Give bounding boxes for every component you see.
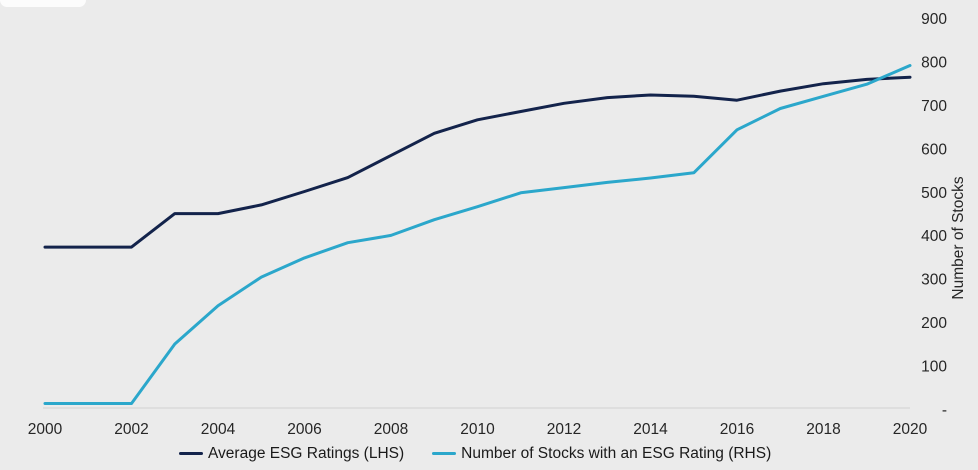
y-tick-label: 800 <box>921 54 947 71</box>
y-tick-label: - <box>942 402 947 419</box>
x-tick-label: 2004 <box>201 421 236 438</box>
y-tick-label: 700 <box>921 98 947 115</box>
x-tick-label: 2002 <box>114 421 148 438</box>
x-tick-label: 2014 <box>633 421 668 438</box>
legend-item-avg-esg-ratings: Average ESG Ratings (LHS) <box>179 446 404 462</box>
line-marker-icon <box>432 452 457 456</box>
x-tick-label: 2012 <box>547 421 581 438</box>
legend: Average ESG Ratings (LHS) Number of Stoc… <box>179 446 771 462</box>
y-tick-label: 600 <box>921 141 947 158</box>
series-lines <box>43 64 912 405</box>
x-tick-label: 2018 <box>806 421 840 438</box>
series-line-1 <box>43 64 912 405</box>
y-tick-label: 200 <box>921 315 947 332</box>
x-tick-label: 2008 <box>374 421 408 438</box>
y-axis-title: Number of Stocks <box>950 176 967 299</box>
series-line-0 <box>43 75 912 249</box>
y-tick-label: 300 <box>921 272 947 289</box>
y-tick-label: 400 <box>921 228 947 245</box>
legend-label: Number of Stocks with an ESG Rating (RHS… <box>461 445 772 462</box>
line-marker-icon <box>179 452 203 456</box>
y-tick-label: 500 <box>921 185 947 202</box>
y-tick-label: 900 <box>921 11 947 28</box>
y-axis-ticks: 900 800 700 600 500 400 300 200 100 - <box>921 11 947 419</box>
y-tick-label: 100 <box>921 359 947 376</box>
x-tick-label: 2020 <box>893 421 928 438</box>
x-tick-label: 2000 <box>28 421 63 438</box>
x-axis-ticks: 2000 2002 2004 2006 2008 2010 2012 2014 2016 2018… <box>28 421 928 438</box>
legend-item-number-of-stocks: Number of Stocks with an ESG Rating (RHS… <box>432 446 771 462</box>
corner-highlight <box>0 0 86 7</box>
x-tick-label: 2016 <box>720 421 754 438</box>
legend-label: Average ESG Ratings (LHS) <box>208 445 405 462</box>
x-tick-label: 2010 <box>460 421 495 438</box>
x-tick-label: 2006 <box>287 421 321 438</box>
